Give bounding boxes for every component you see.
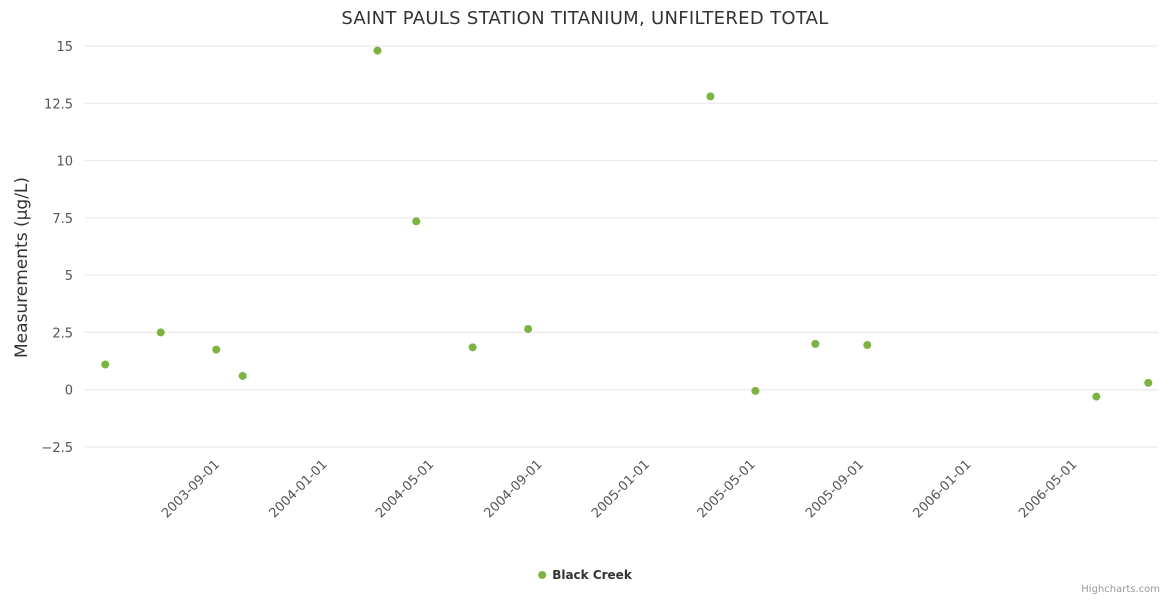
data-point[interactable] (811, 339, 820, 348)
y-axis-tick-label: 2.5 (52, 326, 73, 341)
x-axis-tick-label: 2004-09-01 (481, 457, 545, 521)
x-axis-tick-label: 2004-01-01 (267, 457, 331, 521)
data-point[interactable] (101, 360, 110, 369)
data-point[interactable] (524, 324, 533, 333)
y-axis-tick-label: 15 (56, 40, 73, 55)
y-axis-tick-label: −2.5 (41, 441, 73, 456)
x-axis-tick-label: 2006-01-01 (911, 457, 975, 521)
x-axis-tick-label: 2006-05-01 (1016, 457, 1080, 521)
data-point[interactable] (156, 328, 165, 337)
data-point[interactable] (468, 343, 477, 352)
data-point[interactable] (751, 386, 760, 395)
y-axis-tick-label: 5 (65, 269, 73, 284)
y-axis-tick-label: 12.5 (44, 97, 73, 112)
y-axis-tick-label: 7.5 (52, 212, 73, 227)
x-axis-tick-label: 2005-05-01 (695, 457, 759, 521)
legend-label: Black Creek (552, 568, 632, 582)
highcharts-credits-link[interactable]: Highcharts.com (1081, 584, 1160, 595)
data-point[interactable] (412, 217, 421, 226)
data-point[interactable] (863, 341, 872, 350)
data-point[interactable] (238, 371, 247, 380)
y-axis-tick-label: 0 (65, 384, 73, 399)
legend-item-black-creek[interactable]: Black Creek (538, 568, 632, 582)
data-point[interactable] (373, 46, 382, 55)
data-point[interactable] (706, 92, 715, 101)
data-point[interactable] (1092, 392, 1101, 401)
x-axis-tick-label: 2003-09-01 (159, 457, 223, 521)
chart-title: SAINT PAULS STATION TITANIUM, UNFILTERED… (341, 8, 829, 29)
data-point[interactable] (212, 345, 221, 354)
data-point[interactable] (1144, 378, 1153, 387)
x-axis-tick-label: 2005-01-01 (589, 457, 653, 521)
x-axis-tick-label: 2004-05-01 (373, 457, 437, 521)
legend-marker-icon (538, 571, 547, 579)
x-axis-tick-label: 2005-09-01 (803, 457, 867, 521)
y-axis-tick-label: 10 (56, 155, 73, 170)
